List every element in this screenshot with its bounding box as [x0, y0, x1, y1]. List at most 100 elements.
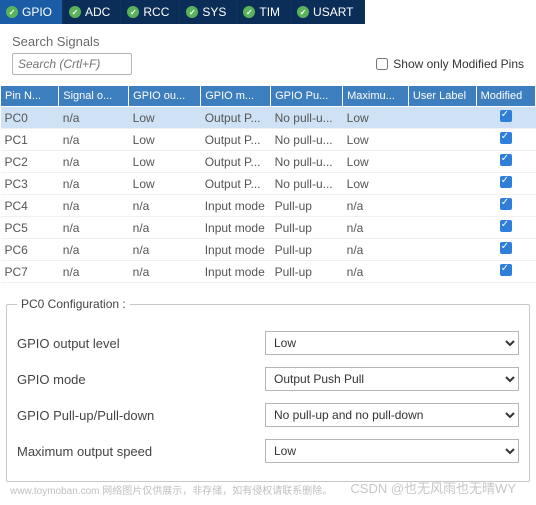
- table-row[interactable]: PC1n/aLowOutput P...No pull-u...Low: [1, 129, 536, 151]
- modified-cell[interactable]: [476, 107, 535, 129]
- modified-cell[interactable]: [476, 195, 535, 217]
- watermark-text: www.toymoban.com 网络图片仅供展示，非存储，如有侵权请联系删除。: [10, 482, 332, 497]
- config-row: GPIO output levelLow: [17, 331, 519, 355]
- column-header[interactable]: GPIO Pu...: [271, 86, 343, 107]
- cell: PC6: [1, 239, 59, 261]
- cell: Low: [129, 129, 201, 151]
- config-row: Maximum output speed Low: [17, 439, 519, 463]
- check-icon: [500, 220, 512, 232]
- check-icon: [500, 198, 512, 210]
- cell: Pull-up: [271, 195, 343, 217]
- check-icon: [500, 264, 512, 276]
- column-header[interactable]: Signal o...: [59, 86, 129, 107]
- cell: No pull-u...: [271, 151, 343, 173]
- config-field-select[interactable]: Low: [265, 331, 519, 355]
- cell: Low: [343, 107, 409, 129]
- table-row[interactable]: PC2n/aLowOutput P...No pull-u...Low: [1, 151, 536, 173]
- tab-adc[interactable]: ✓ ADC: [63, 0, 121, 24]
- check-icon: ✓: [69, 6, 81, 18]
- cell: [408, 129, 476, 151]
- tab-label: USART: [313, 5, 353, 19]
- check-icon: [500, 242, 512, 254]
- cell: Pull-up: [271, 261, 343, 283]
- cell: n/a: [129, 261, 201, 283]
- column-header[interactable]: GPIO m...: [201, 86, 271, 107]
- table-row[interactable]: PC3n/aLowOutput P...No pull-u...Low: [1, 173, 536, 195]
- search-signals-label: Search Signals: [12, 34, 524, 49]
- cell: No pull-u...: [271, 107, 343, 129]
- modified-cell[interactable]: [476, 217, 535, 239]
- pin-table: Pin N...Signal o...GPIO ou...GPIO m...GP…: [0, 85, 536, 283]
- cell: n/a: [59, 217, 129, 239]
- cell: Input mode: [201, 217, 271, 239]
- cell: [408, 239, 476, 261]
- cell: n/a: [129, 239, 201, 261]
- tab-rcc[interactable]: ✓RCC: [121, 0, 180, 24]
- tab-tim[interactable]: ✓TIM: [237, 0, 291, 24]
- check-icon: [500, 110, 512, 122]
- cell: Low: [129, 173, 201, 195]
- tab-gpio[interactable]: ✓ GPIO: [0, 0, 63, 24]
- column-header[interactable]: User Label: [408, 86, 476, 107]
- cell: n/a: [59, 107, 129, 129]
- column-header[interactable]: Modified: [476, 86, 535, 107]
- tab-label: ADC: [85, 5, 110, 19]
- cell: n/a: [59, 151, 129, 173]
- config-legend: PC0 Configuration :: [17, 297, 130, 311]
- config-field-label: GPIO mode: [17, 372, 257, 387]
- cell: n/a: [129, 217, 201, 239]
- cell: [408, 151, 476, 173]
- cell: [408, 261, 476, 283]
- cell: PC3: [1, 173, 59, 195]
- table-row[interactable]: PC5n/an/aInput modePull-upn/a: [1, 217, 536, 239]
- cell: PC7: [1, 261, 59, 283]
- modified-cell[interactable]: [476, 239, 535, 261]
- cell: n/a: [343, 217, 409, 239]
- cell: Low: [129, 151, 201, 173]
- cell: Pull-up: [271, 217, 343, 239]
- column-header[interactable]: GPIO ou...: [129, 86, 201, 107]
- show-only-modified[interactable]: Show only Modified Pins: [376, 57, 524, 71]
- tab-sys[interactable]: ✓SYS: [180, 0, 237, 24]
- column-header[interactable]: Maximu...: [343, 86, 409, 107]
- search-input[interactable]: [12, 53, 132, 75]
- check-icon: ✓: [6, 6, 18, 18]
- cell: Pull-up: [271, 239, 343, 261]
- table-row[interactable]: PC6n/an/aInput modePull-upn/a: [1, 239, 536, 261]
- config-field-label: Maximum output speed: [17, 444, 257, 459]
- cell: [408, 107, 476, 129]
- cell: Low: [129, 107, 201, 129]
- cell: PC0: [1, 107, 59, 129]
- show-only-checkbox[interactable]: [376, 58, 388, 70]
- config-field-select[interactable]: Output Push Pull: [265, 367, 519, 391]
- search-area: Search Signals Show only Modified Pins: [0, 24, 536, 81]
- cell: [408, 217, 476, 239]
- table-row[interactable]: PC4n/an/aInput modePull-upn/a: [1, 195, 536, 217]
- modified-cell[interactable]: [476, 173, 535, 195]
- modified-cell[interactable]: [476, 261, 535, 283]
- cell: Output P...: [201, 173, 271, 195]
- table-row[interactable]: PC7n/an/aInput modePull-upn/a: [1, 261, 536, 283]
- cell: Output P...: [201, 151, 271, 173]
- config-field-select[interactable]: No pull-up and no pull-down: [265, 403, 519, 427]
- cell: Low: [343, 173, 409, 195]
- modified-cell[interactable]: [476, 129, 535, 151]
- table-row[interactable]: PC0n/aLowOutput P...No pull-u...Low: [1, 107, 536, 129]
- cell: n/a: [343, 261, 409, 283]
- cell: n/a: [129, 195, 201, 217]
- tab-label: RCC: [143, 5, 169, 19]
- cell: Input mode: [201, 239, 271, 261]
- cell: [408, 195, 476, 217]
- cell: n/a: [59, 173, 129, 195]
- tab-usart[interactable]: ✓USART: [291, 0, 364, 24]
- config-field-label: GPIO Pull-up/Pull-down: [17, 408, 257, 423]
- tab-label: SYS: [202, 5, 226, 19]
- cell: [408, 173, 476, 195]
- modified-cell[interactable]: [476, 151, 535, 173]
- column-header[interactable]: Pin N...: [1, 86, 59, 107]
- tab-label: GPIO: [22, 5, 52, 19]
- check-icon: [500, 176, 512, 188]
- cell: PC1: [1, 129, 59, 151]
- config-row: GPIO mode Output Push Pull: [17, 367, 519, 391]
- config-field-select[interactable]: Low: [265, 439, 519, 463]
